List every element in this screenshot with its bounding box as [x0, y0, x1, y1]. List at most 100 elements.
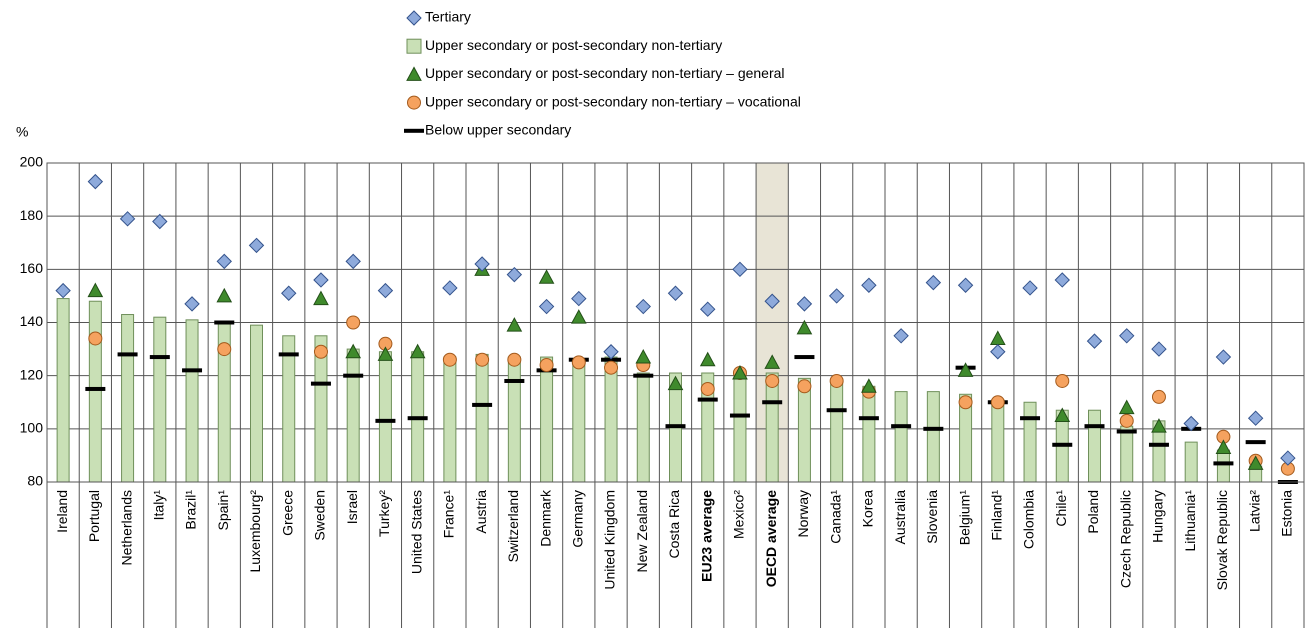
y-tick-label: 180: [20, 207, 44, 223]
below-marker: [504, 378, 525, 383]
x-tick-label: Spain¹: [215, 490, 231, 531]
tertiary-marker: [1215, 349, 1232, 365]
bar: [121, 314, 135, 483]
tertiary-marker: [119, 211, 136, 227]
x-tick-label: New Zealand: [634, 490, 650, 573]
tertiary-marker: [635, 298, 651, 315]
x-tick-label: EU23 average: [698, 490, 714, 582]
x-tick-label: United Kingdom: [602, 490, 618, 590]
general-marker: [1054, 407, 1071, 423]
bar: [1023, 401, 1037, 483]
bar: [378, 351, 392, 483]
vocational-marker: [797, 379, 812, 394]
x-tick-label: Mexico²: [731, 490, 747, 539]
general-marker: [989, 330, 1006, 345]
tertiary-marker: [406, 10, 422, 26]
legend-label: Upper secondary or post-secondary non-te…: [425, 93, 801, 109]
x-tick-label: United States: [408, 490, 424, 574]
vocational-marker: [313, 344, 328, 359]
x-tick-label: Slovak Republic: [1214, 490, 1230, 590]
tertiary-marker: [1151, 341, 1167, 357]
below-marker: [858, 416, 879, 421]
x-tick-label: Denmark: [537, 489, 553, 547]
tertiary-marker: [990, 344, 1006, 360]
below-marker: [697, 397, 718, 402]
below-marker: [214, 320, 235, 325]
tertiary-marker: [55, 282, 71, 299]
y-tick-label: 200: [20, 154, 44, 170]
x-tick-label: Luxembourg²: [247, 490, 263, 573]
tertiary-marker: [893, 328, 909, 344]
general-marker: [1215, 439, 1232, 454]
below-marker: [149, 355, 170, 360]
bar: [797, 377, 811, 483]
tertiary-marker: [1280, 450, 1296, 466]
x-tick-label: Korea: [860, 490, 876, 528]
vocational-marker: [1119, 413, 1134, 428]
below-marker: [1116, 429, 1137, 434]
plot-border: [46, 162, 1305, 483]
bar: [185, 319, 199, 483]
general-marker: [313, 290, 329, 306]
general-marker: [957, 362, 974, 377]
x-tick-label: France¹: [441, 490, 457, 539]
x-tick-label: Estonia: [1279, 490, 1295, 537]
x-tick-label: Netherlands: [118, 490, 134, 566]
bar: [1088, 409, 1101, 483]
vocational-marker: [88, 331, 103, 346]
vocational-marker: [700, 381, 715, 396]
x-tick-label: Lithuania¹: [1182, 490, 1198, 552]
below-marker: [762, 400, 783, 405]
tertiary-marker: [474, 256, 490, 272]
general-marker: [1118, 399, 1135, 415]
bar: [507, 356, 521, 483]
x-tick-label: Finland¹: [989, 490, 1005, 541]
below-marker: [1213, 461, 1234, 466]
below-marker: [407, 416, 428, 421]
bar: [604, 356, 618, 483]
bar: [1184, 441, 1198, 483]
general-marker: [506, 317, 523, 332]
below-marker: [375, 418, 396, 423]
bar: [1120, 425, 1134, 483]
x-tick-label: Austria: [473, 490, 489, 534]
vocational-marker: [604, 360, 619, 375]
vocational-marker: [475, 352, 490, 367]
tertiary-marker: [184, 296, 200, 312]
tertiary-marker: [87, 173, 104, 190]
below-marker: [665, 424, 686, 429]
vocational-marker: [217, 342, 232, 357]
x-tick-label: Portugal: [86, 490, 102, 542]
tertiary-marker: [345, 253, 361, 270]
tertiary-marker: [538, 298, 555, 315]
vocational-marker: [958, 395, 973, 410]
bar: [830, 380, 844, 483]
tertiary-marker: [957, 277, 974, 293]
y-tick-label: 100: [20, 420, 44, 436]
below-marker: [729, 413, 750, 418]
bar: [765, 372, 779, 483]
x-tick-label: Czech Republic: [1117, 490, 1133, 588]
tertiary-marker: [1054, 272, 1070, 288]
tertiary-marker: [925, 274, 942, 291]
legend-label: Below upper secondary: [425, 122, 571, 138]
legend-label: Upper secondary or post-secondary non-te…: [425, 37, 722, 53]
below-marker: [633, 373, 654, 378]
below-marker: [404, 128, 424, 133]
tertiary-marker: [861, 277, 877, 293]
vocational-marker: [346, 315, 361, 330]
tertiary-marker: [1247, 410, 1264, 426]
bar: [88, 300, 102, 483]
bar: [926, 391, 940, 483]
tertiary-marker: [700, 301, 716, 317]
x-tick-label: OECD average: [763, 490, 779, 587]
tertiary-marker: [1183, 415, 1199, 432]
x-tick-label: Costa Rica: [666, 490, 682, 559]
vocational-marker: [442, 352, 457, 367]
x-tick-label: Poland: [1085, 490, 1101, 534]
tertiary-marker: [313, 272, 329, 288]
bar: [56, 298, 70, 483]
x-tick-label: Israel: [344, 490, 360, 524]
vocational-marker: [407, 95, 421, 110]
bar: [636, 372, 650, 483]
